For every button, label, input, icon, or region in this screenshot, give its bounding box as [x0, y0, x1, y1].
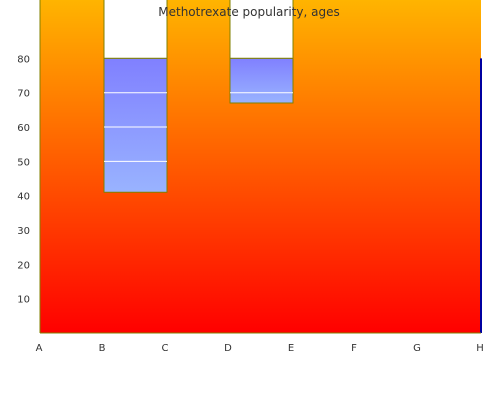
- x-tick-label: C: [162, 343, 169, 354]
- y-tick-label: 40: [17, 192, 30, 203]
- bar: [229, 57, 294, 104]
- x-tick-label: A: [36, 343, 43, 354]
- bar: [103, 57, 168, 193]
- bars: [103, 57, 294, 193]
- x-tick-label: H: [476, 343, 484, 354]
- y-tick-label: 60: [17, 123, 30, 134]
- chart-title: Methotrexate popularity, ages: [158, 5, 339, 19]
- x-axis-ticks: A B C D E F G H: [36, 343, 484, 354]
- y-tick-label: 50: [17, 157, 30, 168]
- bar-cutout: [229, 0, 294, 59]
- y-tick-label: 30: [17, 226, 30, 237]
- bar-cutout: [103, 0, 168, 59]
- y-tick-label: 70: [17, 89, 30, 100]
- y-tick-label: 20: [17, 260, 30, 271]
- bar-cutouts: [103, 0, 294, 59]
- x-tick-label: E: [288, 343, 294, 354]
- x-tick-label: G: [413, 343, 421, 354]
- y-tick-label: 80: [17, 54, 30, 65]
- x-tick-label: B: [99, 343, 106, 354]
- y-axis-ticks: 10 20 30 40 50 60 70 80: [17, 54, 30, 305]
- x-tick-label: D: [224, 343, 232, 354]
- x-tick-label: F: [351, 343, 357, 354]
- y-tick-label: 10: [17, 295, 30, 306]
